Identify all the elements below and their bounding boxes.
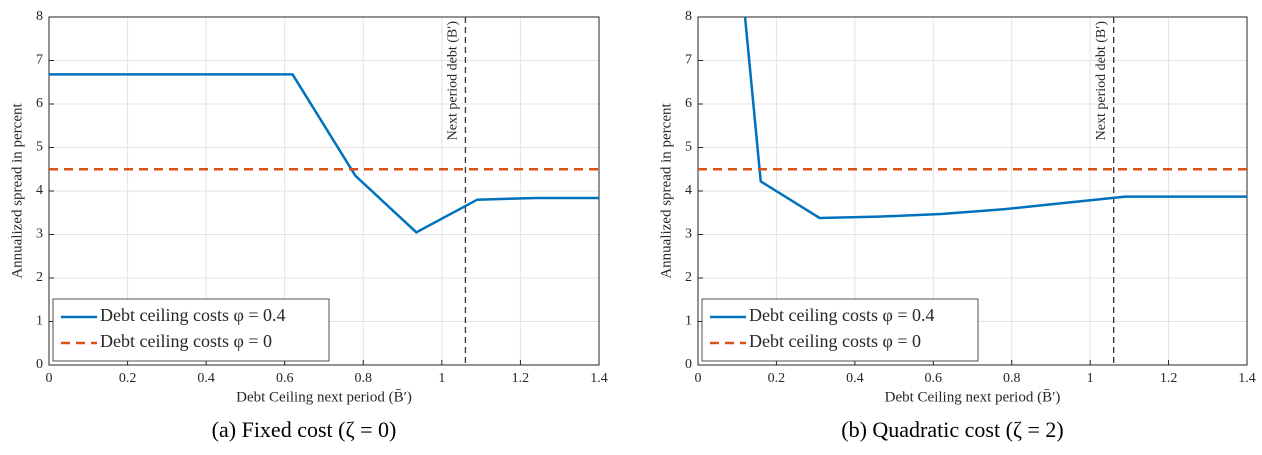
- x-tick-label: 0.6: [276, 371, 294, 386]
- y-tick-label: 8: [36, 9, 43, 24]
- x-tick-label: 1.4: [590, 371, 608, 386]
- y-tick-label: 1: [685, 314, 692, 329]
- y-tick-label: 5: [685, 140, 692, 155]
- y-tick-label: 0: [685, 357, 692, 372]
- y-tick-label: 4: [685, 183, 692, 198]
- axes-frame: [48, 16, 600, 366]
- legend-label: Debt ceiling costs φ = 0: [100, 331, 272, 351]
- x-tick-label: 0.8: [355, 371, 373, 386]
- x-tick-label: 0.2: [119, 371, 137, 386]
- y-tick-label: 3: [36, 227, 43, 242]
- x-tick-label: 0.6: [925, 371, 943, 386]
- y-tick-label: 0: [36, 357, 43, 372]
- x-tick-label: 1.2: [512, 371, 530, 386]
- y-tick-label: 4: [36, 183, 43, 198]
- y-tick-label: 6: [685, 96, 692, 111]
- y-tick-label: 2: [685, 270, 692, 285]
- y-tick-label: 7: [36, 53, 43, 68]
- x-axis-label: Debt Ceiling next period (B̄′): [236, 389, 412, 405]
- legend-box: [701, 298, 979, 362]
- x-tick-label: 1.2: [1160, 371, 1178, 386]
- axes-frame: [697, 16, 1248, 366]
- legend-label: Debt ceiling costs φ = 0: [749, 331, 921, 351]
- x-axis-label: Debt Ceiling next period (B̄′): [885, 389, 1061, 405]
- caption: (a) Fixed cost (ζ = 0): [212, 417, 397, 442]
- data-line: [49, 73, 599, 234]
- x-tick-label: 1: [438, 371, 445, 386]
- y-tick-label: 3: [685, 227, 692, 242]
- chart: 0 1 2 3 4 5 6 7 8 0 0.2 0.4 0.6 0.8 1 1.2 1.4 Next period…: [9, 9, 607, 442]
- x-tick-label: 1.4: [1238, 371, 1256, 386]
- legend-label: Debt ceiling costs φ = 0.4: [100, 305, 286, 325]
- reference-label: Next period debt (B′): [1094, 21, 1109, 141]
- x-tick-label: 0.8: [1003, 371, 1021, 386]
- y-tick-label: 1: [36, 314, 43, 329]
- caption: (b) Quadratic cost (ζ = 2): [841, 417, 1064, 442]
- y-tick-label: 2: [36, 270, 43, 285]
- x-tick-label: 0.4: [197, 371, 215, 386]
- x-tick-label: 0.4: [846, 371, 864, 386]
- data-line: [743, 17, 1247, 220]
- x-tick-label: 0.2: [768, 371, 786, 386]
- y-tick-label: 6: [36, 96, 43, 111]
- legend-box: [52, 298, 330, 362]
- legend-label: Debt ceiling costs φ = 0.4: [749, 305, 935, 325]
- x-tick-label: 0: [695, 371, 702, 386]
- y-axis-label: Annualized spread in percent: [658, 102, 674, 278]
- y-tick-label: 5: [36, 140, 43, 155]
- chart: 0 1 2 3 4 5 6 7 8 0 0.2 0.4 0.6 0.8 1 1.2 1.4 Next period…: [658, 9, 1255, 442]
- reference-label: Next period debt (B′): [446, 21, 461, 141]
- x-tick-label: 0: [46, 371, 53, 386]
- y-tick-label: 7: [685, 53, 692, 68]
- x-tick-label: 1: [1087, 371, 1094, 386]
- y-axis-label: Annualized spread in percent: [9, 102, 25, 278]
- y-tick-label: 8: [685, 9, 692, 24]
